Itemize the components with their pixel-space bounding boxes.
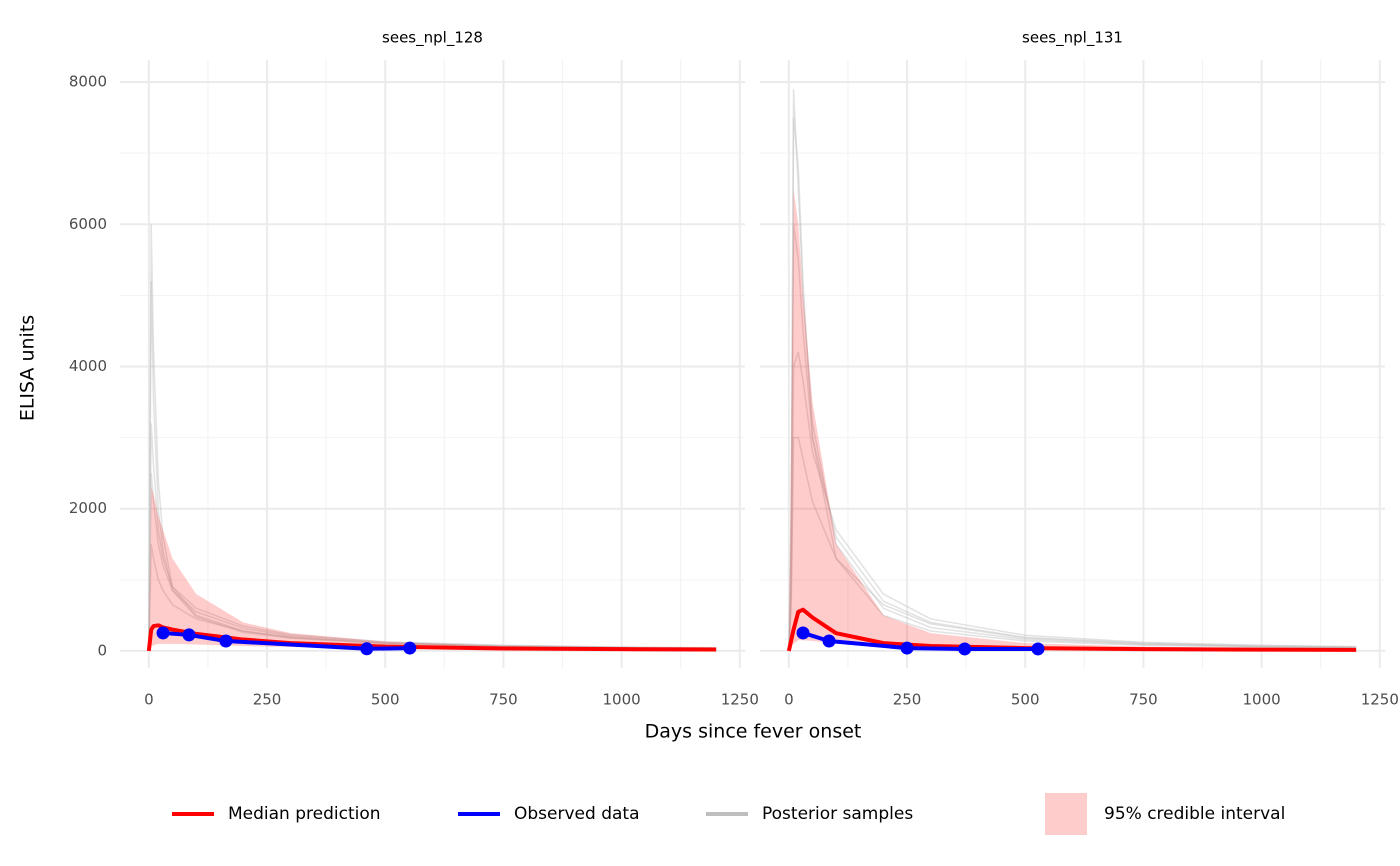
facet-title: sees_npl_128 bbox=[382, 29, 483, 48]
observed-point bbox=[219, 634, 233, 648]
x-tick-label: 0 bbox=[784, 691, 794, 709]
posterior-sample bbox=[148, 281, 717, 651]
x-tick-label: 1250 bbox=[721, 691, 759, 709]
posterior-sample bbox=[148, 224, 717, 651]
x-tick-label: 1000 bbox=[1243, 691, 1281, 709]
observed-point bbox=[822, 634, 836, 648]
posterior-sample bbox=[788, 89, 1357, 651]
legend-key bbox=[1045, 793, 1087, 835]
x-tick-label: 500 bbox=[1011, 691, 1040, 709]
observed-point bbox=[182, 628, 196, 642]
x-tick-label: 250 bbox=[253, 691, 282, 709]
observed-point bbox=[360, 642, 374, 656]
y-tick-label: 6000 bbox=[69, 215, 107, 233]
y-tick-label: 0 bbox=[97, 641, 107, 659]
observed-point bbox=[900, 641, 914, 655]
legend-label: Posterior samples bbox=[762, 804, 913, 824]
posterior-sample bbox=[788, 224, 1357, 651]
observed-point bbox=[958, 642, 972, 656]
posterior-sample bbox=[788, 117, 1357, 651]
observed-point bbox=[156, 626, 170, 640]
x-tick-label: 0 bbox=[144, 691, 154, 709]
median-line bbox=[146, 623, 717, 652]
y-tick-label: 8000 bbox=[69, 73, 107, 91]
x-tick-label: 750 bbox=[1129, 691, 1158, 709]
legend-label: 95% credible interval bbox=[1104, 804, 1285, 824]
posterior-sample bbox=[148, 544, 717, 651]
observed-point bbox=[796, 626, 810, 640]
posterior-sample bbox=[788, 352, 1357, 651]
x-tick-label: 1000 bbox=[603, 691, 641, 709]
posterior-sample bbox=[148, 423, 717, 651]
credible-band bbox=[148, 487, 717, 651]
y-axis-label: ELISA units bbox=[17, 315, 39, 421]
y-tick-label: 2000 bbox=[69, 499, 107, 517]
x-tick-label: 250 bbox=[893, 691, 922, 709]
credible-band bbox=[788, 188, 1357, 651]
posterior-sample bbox=[148, 473, 717, 651]
x-tick-label: 500 bbox=[371, 691, 400, 709]
observed-point bbox=[1031, 642, 1045, 656]
facet-title: sees_npl_131 bbox=[1022, 29, 1123, 48]
posterior-sample bbox=[788, 436, 1357, 651]
legend-label: Observed data bbox=[514, 804, 639, 824]
observed-point bbox=[403, 641, 417, 655]
legend-label: Median prediction bbox=[228, 804, 381, 824]
x-axis-label: Days since fever onset bbox=[645, 721, 862, 743]
y-tick-label: 4000 bbox=[69, 357, 107, 375]
median-line bbox=[786, 607, 1357, 652]
x-tick-label: 750 bbox=[489, 691, 518, 709]
x-tick-label: 1250 bbox=[1361, 691, 1399, 709]
